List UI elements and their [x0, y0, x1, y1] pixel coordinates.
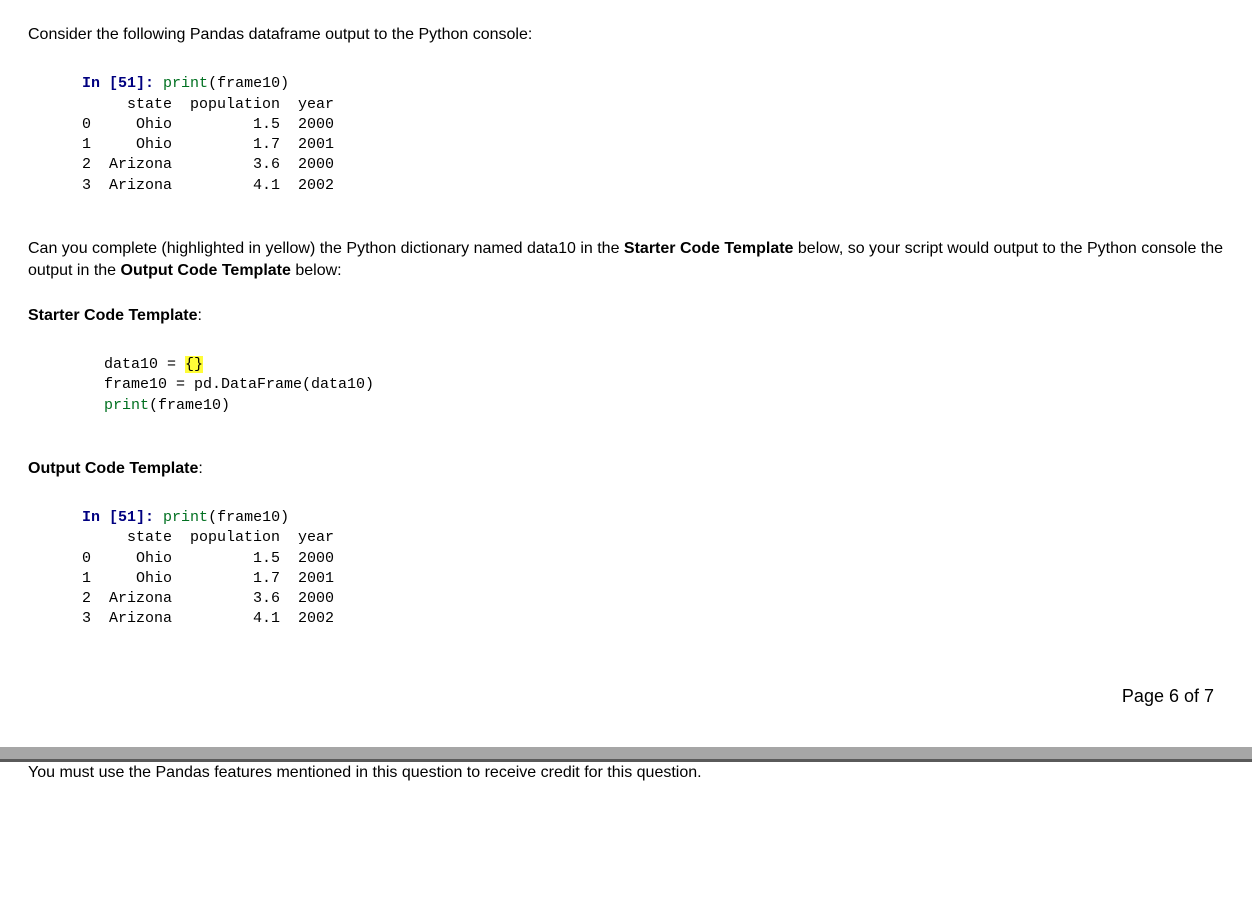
- builtin-print: print: [163, 509, 208, 526]
- df-row: 3 Arizona 4.1 2002: [82, 610, 334, 627]
- prompt-in: In [: [82, 75, 118, 92]
- df-row: 2 Arizona 3.6 2000: [82, 590, 334, 607]
- starter-line3-rest: (frame10): [149, 397, 230, 414]
- df-header: state population year: [82, 529, 334, 546]
- df-row: 1 Ohio 1.7 2001: [82, 570, 334, 587]
- q-bold-output: Output Code Template: [121, 262, 291, 279]
- df-row: 3 Arizona 4.1 2002: [82, 177, 334, 194]
- console-output-1: In [51]: print(frame10) state population…: [82, 74, 1224, 196]
- starter-colon: :: [198, 307, 202, 324]
- console-output-2: In [51]: print(frame10) state population…: [82, 508, 1224, 630]
- starter-code-block: data10 = {} frame10 = pd.DataFrame(data1…: [104, 355, 1224, 416]
- prompt-close: ]:: [136, 509, 163, 526]
- question-text: Can you complete (highlighted in yellow)…: [28, 238, 1224, 283]
- df-row: 0 Ohio 1.5 2000: [82, 116, 334, 133]
- df-row: 2 Arizona 3.6 2000: [82, 156, 334, 173]
- prompt-close: ]:: [136, 75, 163, 92]
- separator-grey: [0, 747, 1252, 759]
- page-number: Page 6 of 7: [28, 686, 1224, 707]
- builtin-print: print: [163, 75, 208, 92]
- q-pre: Can you complete (highlighted in yellow)…: [28, 240, 624, 257]
- intro-text: Consider the following Pandas dataframe …: [28, 24, 1224, 46]
- prompt-num: 51: [118, 75, 136, 92]
- df-row: 1 Ohio 1.7 2001: [82, 136, 334, 153]
- starter-line2: frame10 = pd.DataFrame(data10): [104, 376, 374, 393]
- builtin-print: print: [104, 397, 149, 414]
- prompt-in: In [: [82, 509, 118, 526]
- credit-note: You must use the Pandas features mention…: [28, 762, 1224, 784]
- output-heading-bold: Output Code Template: [28, 460, 198, 477]
- prompt-num: 51: [118, 509, 136, 526]
- call-args: (frame10): [208, 509, 289, 526]
- starter-line1-highlight: {}: [185, 356, 203, 373]
- starter-line1-pre: data10 =: [104, 356, 185, 373]
- df-row: 0 Ohio 1.5 2000: [82, 550, 334, 567]
- df-header: state population year: [82, 96, 334, 113]
- output-heading: Output Code Template:: [28, 458, 1224, 480]
- starter-heading-bold: Starter Code Template: [28, 307, 198, 324]
- output-colon: :: [198, 460, 202, 477]
- page-separator: [0, 747, 1252, 762]
- q-bold-starter: Starter Code Template: [624, 240, 794, 257]
- starter-heading: Starter Code Template:: [28, 305, 1224, 327]
- q-post: below:: [291, 262, 342, 279]
- call-args: (frame10): [208, 75, 289, 92]
